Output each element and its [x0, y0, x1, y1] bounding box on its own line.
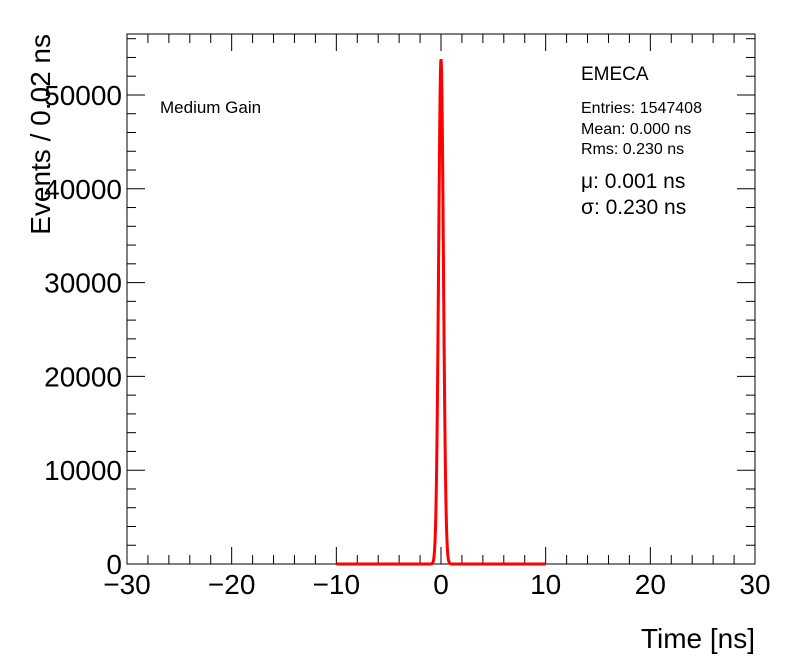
y-axis-tick-labels: 0 10000 20000 30000 40000 50000	[44, 80, 122, 580]
y-axis-title: Events / 0.02 ns	[25, 34, 56, 235]
y-tick-label: 20000	[44, 361, 122, 392]
x-tick-label: 30	[739, 569, 770, 600]
gain-label: Medium Gain	[160, 98, 261, 117]
gaussian-fit-series	[336, 58, 546, 566]
y-tick-label: 30000	[44, 268, 122, 299]
fit-mu-stat: μ: 0.001 ns	[581, 170, 685, 193]
gaussian-fit-dashed	[431, 59, 451, 565]
data-layer	[336, 58, 546, 566]
fit-sigma-stat: σ: 0.230 ns	[581, 196, 686, 219]
entries-stat: Entries: 1547408	[581, 100, 702, 117]
y-tick-label: 50000	[44, 80, 122, 111]
x-tick-label: 0	[433, 569, 449, 600]
y-tick-label: 0	[106, 549, 122, 580]
x-axis-tick-labels: −30 −20 −10 0 10 20 30	[103, 569, 770, 600]
x-axis-ticks	[126, 34, 756, 564]
mean-stat: Mean: 0.000 ns	[581, 121, 691, 138]
x-axis-title: Time [ns]	[641, 623, 755, 654]
rms-stat: Rms: 0.230 ns	[581, 141, 684, 158]
x-tick-label: 20	[635, 569, 666, 600]
y-tick-label: 10000	[44, 455, 122, 486]
y-axis-ticks	[127, 38, 755, 565]
x-tick-label: −20	[208, 569, 256, 600]
partition-label: EMECA	[581, 64, 649, 85]
x-tick-label: −30	[103, 569, 151, 600]
x-tick-label: 10	[530, 569, 561, 600]
y-tick-label: 40000	[44, 174, 122, 205]
x-tick-label: −10	[313, 569, 361, 600]
